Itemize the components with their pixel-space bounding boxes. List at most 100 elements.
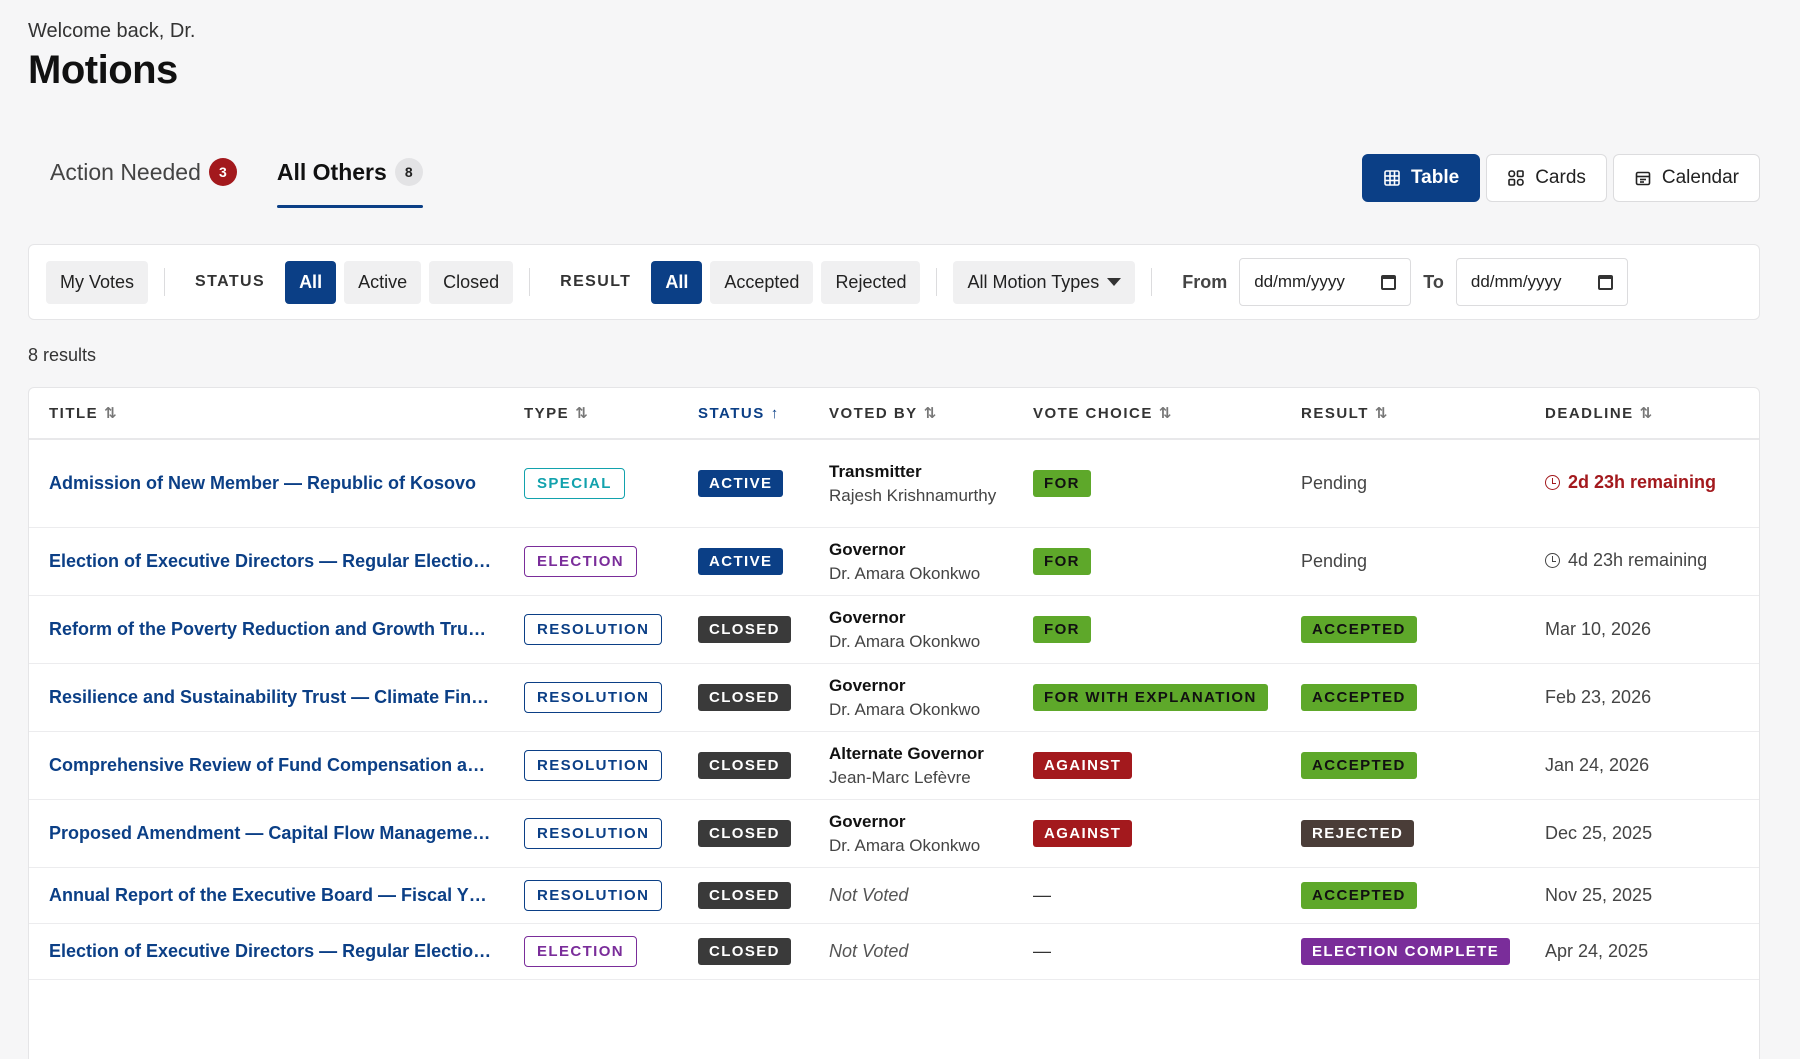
voter-name: Rajesh Krishnamurthy [829,485,997,505]
calendar-view-button[interactable]: Calendar [1612,154,1760,202]
motion-title-link[interactable]: Election of Executive Directors — Regula… [49,941,492,961]
table-row[interactable]: Proposed Amendment — Capital Flow Manage… [29,800,1759,868]
table-row[interactable]: Election of Executive Directors — Regula… [29,528,1759,596]
type-tag: ELECTION [524,546,638,577]
vote-choice-cell: FOR [1033,548,1301,575]
column-header-vote-choice[interactable]: VOTE CHOICE ⇅ [1033,404,1301,423]
status-cell: CLOSED [698,616,829,643]
column-header-result[interactable]: RESULT ⇅ [1301,404,1545,423]
result-pending: Pending [1301,551,1368,571]
deadline: Mar 10, 2026 [1545,619,1651,640]
result-cell: ACCEPTED [1301,752,1545,779]
result-cell: REJECTED [1301,820,1545,847]
result-badge: ACCEPTED [1301,752,1417,779]
cards-view-button[interactable]: Cards [1486,154,1607,202]
empty-value: — [1033,885,1051,905]
column-header-title[interactable]: TITLE ⇅ [29,404,524,423]
voter-role: Alternate Governor [829,743,984,763]
my-votes-filter[interactable]: My Votes [46,260,149,304]
to-date-placeholder: dd/mm/yyyy [1470,272,1562,291]
deadline-cell: Apr 24, 2025 [1545,941,1759,962]
result-filter-rejected[interactable]: Rejected [821,260,921,304]
deadline-text: Mar 10, 2026 [1545,619,1652,639]
to-date-input[interactable]: dd/mm/yyyy [1455,258,1628,306]
column-label: RESULT [1301,404,1369,422]
filter-bar: My Votes STATUS All Active Closed RESULT… [28,244,1760,320]
status-filter-label: STATUS [195,273,266,290]
status-filter-closed[interactable]: Closed [429,260,514,304]
motion-type-select[interactable]: All Motion Types [953,260,1136,304]
type-tag: SPECIAL [524,468,625,499]
status-badge: CLOSED [698,938,791,965]
title-cell: Admission of New Member — Republic of Ko… [29,473,524,494]
calendar-icon[interactable] [1597,274,1613,290]
tab-bar: Action Needed 3 All Others 8 [50,158,423,208]
deadline: 4d 23h remaining [1545,550,1707,571]
status-filter-all[interactable]: All [285,260,337,304]
title-cell: Election of Executive Directors — Regula… [29,941,524,962]
status-cell: CLOSED [698,882,829,909]
result-cell: Pending [1301,473,1545,494]
status-badge: CLOSED [698,684,791,711]
table-row[interactable]: Election of Executive Directors — Regula… [29,924,1759,980]
status-badge: CLOSED [698,752,791,779]
result-filter-label: RESULT [560,273,632,290]
vote-choice-cell: — [1033,885,1301,906]
sort-icon: ⇅ [1158,405,1172,422]
clock-icon [1545,475,1560,490]
voted-by-cell: Not Voted [829,941,1033,962]
motion-title-link[interactable]: Admission of New Member — Republic of Ko… [49,473,477,493]
vote-choice-cell: AGAINST [1033,752,1301,779]
result-badge: REJECTED [1301,820,1415,847]
deadline-text: 4d 23h remaining [1568,550,1708,570]
column-header-type[interactable]: TYPE ⇅ [524,404,698,423]
motion-title-link[interactable]: Proposed Amendment — Capital Flow Manage… [49,823,491,843]
title-cell: Annual Report of the Executive Board — F… [29,885,524,906]
voter-role: Governor [829,539,906,559]
deadline-text: Feb 23, 2026 [1545,687,1652,707]
voter-name: Dr. Amara Okonkwo [829,835,981,855]
motion-title-link[interactable]: Resilience and Sustainability Trust — Cl… [49,687,490,707]
deadline: Jan 24, 2026 [1545,755,1649,776]
empty-value: — [1033,941,1051,961]
table-row[interactable]: Comprehensive Review of Fund Compensatio… [29,732,1759,800]
sort-icon: ⇅ [1639,405,1653,422]
result-cell: ACCEPTED [1301,882,1545,909]
vote-choice-badge: AGAINST [1033,820,1133,847]
voter-name: Dr. Amara Okonkwo [829,699,981,719]
column-header-deadline[interactable]: DEADLINE ⇅ [1545,404,1759,423]
result-filter-accepted[interactable]: Accepted [710,260,814,304]
result-filter-all[interactable]: All [651,260,703,304]
title-cell: Proposed Amendment — Capital Flow Manage… [29,823,524,844]
deadline-cell: 2d 23h remaining [1545,472,1759,495]
tab-all-others[interactable]: All Others 8 [276,158,423,208]
type-tag: RESOLUTION [524,880,663,911]
table-row[interactable]: Annual Report of the Executive Board — F… [29,868,1759,924]
column-header-voted-by[interactable]: VOTED BY ⇅ [829,404,1033,423]
table-view-button[interactable]: Table [1361,154,1481,202]
deadline-text: Jan 24, 2026 [1545,755,1650,775]
deadline: Dec 25, 2025 [1545,823,1652,844]
voted-by-cell: Alternate Governor Jean-Marc Lefèvre [829,742,1033,790]
divider [164,268,166,296]
vote-choice-badge: AGAINST [1033,752,1133,779]
calendar-icon[interactable] [1381,274,1397,290]
status-filter-active[interactable]: Active [344,260,422,304]
motion-title-link[interactable]: Comprehensive Review of Fund Compensatio… [49,755,486,775]
motion-title-link[interactable]: Election of Executive Directors — Regula… [49,551,492,571]
table-icon [1384,170,1400,186]
motion-title-link[interactable]: Annual Report of the Executive Board — F… [49,885,487,905]
type-tag: RESOLUTION [524,682,663,713]
motion-title-link[interactable]: Reform of the Poverty Reduction and Grow… [49,619,487,639]
vote-choice-badge: FOR [1033,470,1091,497]
from-date-input[interactable]: dd/mm/yyyy [1239,258,1412,306]
status-badge: ACTIVE [698,548,784,575]
deadline-cell: Jan 24, 2026 [1545,755,1759,776]
tab-label: All Others [276,158,387,185]
table-row[interactable]: Reform of the Poverty Reduction and Grow… [29,596,1759,664]
tab-action-needed[interactable]: Action Needed 3 [50,158,237,208]
table-row[interactable]: Admission of New Member — Republic of Ko… [29,440,1759,528]
voter-name: Jean-Marc Lefèvre [829,767,971,787]
column-header-status[interactable]: STATUS ↑ [698,405,829,422]
table-row[interactable]: Resilience and Sustainability Trust — Cl… [29,664,1759,732]
